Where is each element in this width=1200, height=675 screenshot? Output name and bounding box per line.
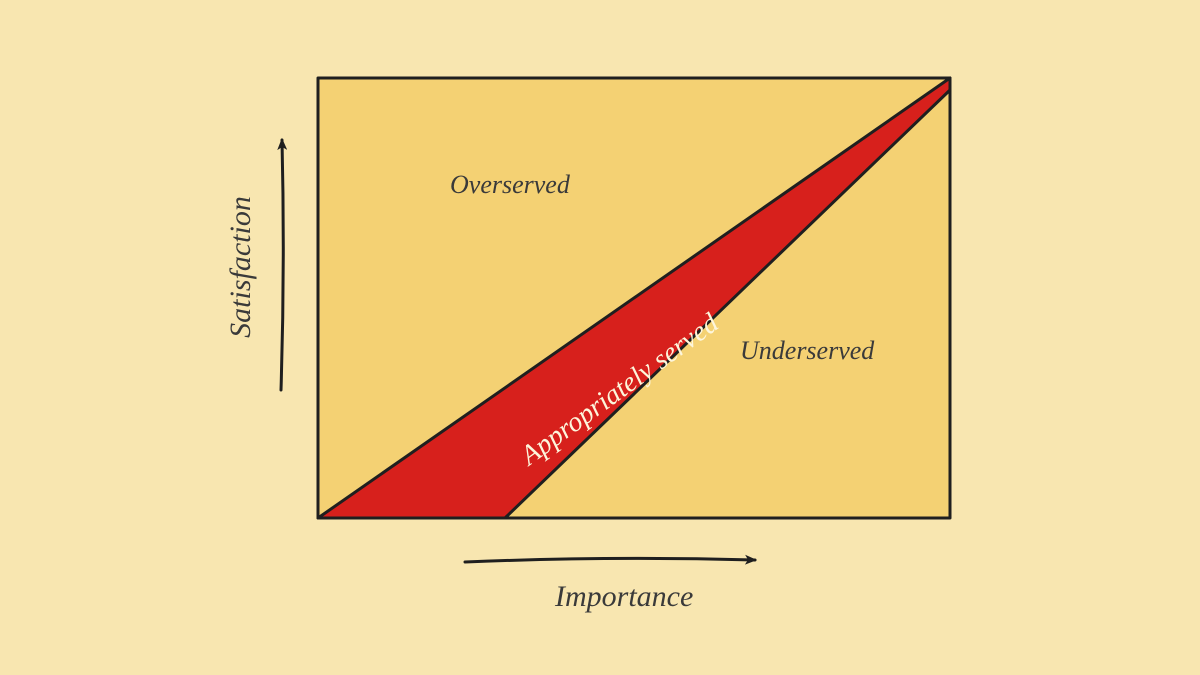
underserved-label: Underserved bbox=[740, 336, 874, 366]
overserved-label: Overserved bbox=[450, 170, 570, 200]
y-axis-label: Satisfaction bbox=[224, 196, 258, 338]
diagram-canvas bbox=[0, 0, 1200, 675]
diagram-svg bbox=[0, 0, 1200, 675]
x-axis-label: Importance bbox=[555, 580, 693, 614]
